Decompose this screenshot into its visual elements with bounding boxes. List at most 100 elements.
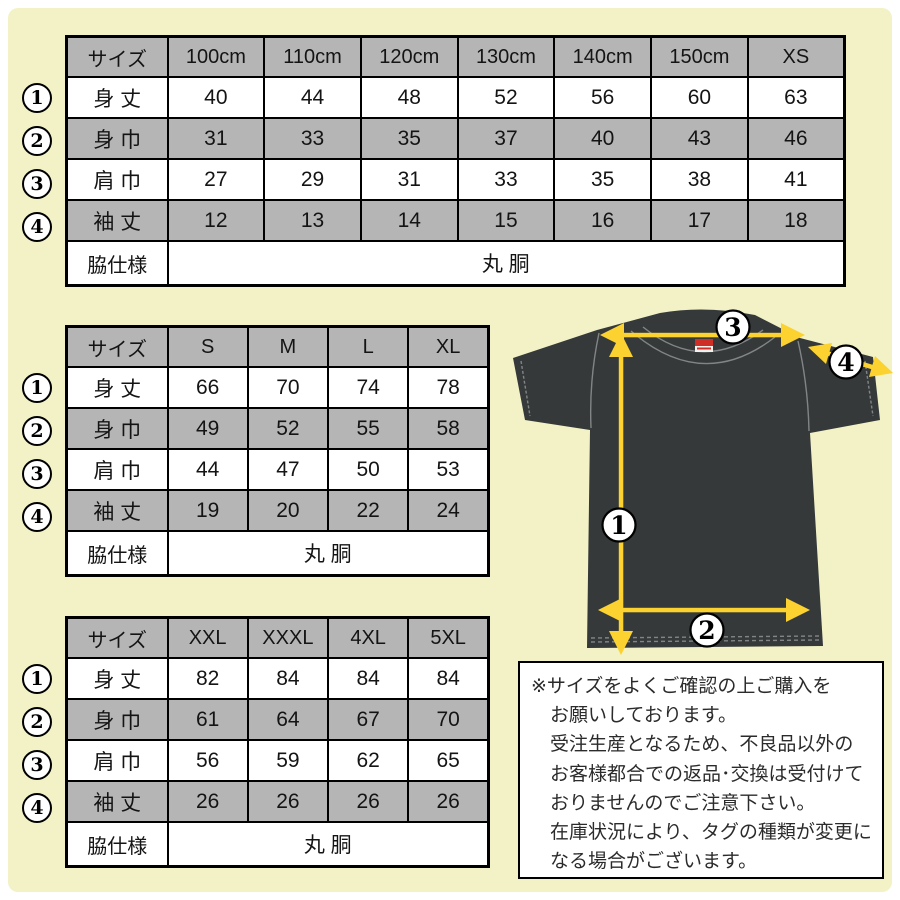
column-header: 120cm — [359, 35, 459, 78]
svg-text:2: 2 — [698, 616, 715, 645]
table-row: 身 巾 61 64 67 70 — [65, 698, 490, 741]
measurement-value: 56 — [166, 739, 249, 782]
measurement-value: 33 — [456, 158, 556, 201]
side-spec-value: 丸 胴 — [166, 240, 846, 287]
measurement-value: 44 — [166, 448, 249, 491]
measurement-value: 31 — [359, 158, 459, 201]
circled-number-3: 3 — [22, 169, 52, 199]
measurement-value: 29 — [263, 158, 362, 201]
measurement-value: 84 — [326, 657, 410, 700]
measurement-value: 44 — [263, 76, 362, 119]
table-row: 身 丈 82 84 84 84 — [65, 657, 490, 700]
measurement-value: 74 — [326, 366, 410, 409]
measurement-value: 55 — [326, 407, 410, 450]
notice-text-line: お客様都合での返品･交換は受付けて — [550, 763, 864, 785]
measurement-value: 12 — [166, 199, 266, 242]
measurement-value: 58 — [407, 407, 490, 450]
row-label: 脇仕様 — [65, 240, 169, 287]
row-label: 肩 巾 — [65, 739, 169, 782]
side-spec-value: 丸 胴 — [166, 530, 490, 577]
table-row: 身 巾 31 33 35 37 40 43 46 — [65, 117, 846, 160]
circled-number-2: 2 — [22, 126, 52, 156]
table-row: 袖 丈 26 26 26 26 — [65, 780, 490, 823]
circled-number-2: 2 — [22, 707, 52, 737]
measurement-value: 31 — [166, 117, 266, 160]
column-header: 5XL — [407, 616, 490, 659]
row-label: 身 丈 — [65, 366, 169, 409]
row-label: 身 巾 — [65, 407, 169, 450]
measurement-value: 56 — [553, 76, 653, 119]
body-width-arrow — [598, 598, 810, 622]
table-row: 身 丈 40 44 48 52 56 60 63 — [65, 76, 846, 119]
measurement-value: 52 — [246, 407, 330, 450]
measurement-value: 14 — [359, 199, 459, 242]
notice-text-line: お願いしております。 — [550, 705, 737, 727]
measure-point-1: 1 — [601, 507, 637, 543]
measurement-value: 50 — [326, 448, 410, 491]
row-label: 身 巾 — [65, 698, 169, 741]
notice-text-line: 在庫状況により、タグの種類が変更に — [550, 822, 872, 844]
table-row: 肩 巾 56 59 62 65 — [65, 739, 490, 782]
measurement-value: 41 — [746, 158, 846, 201]
size-table-kids: サイズ 100cm 110cm 120cm 130cm 140cm 150cm XS 身 丈 40… — [65, 35, 846, 287]
table-row: 袖 丈 19 20 22 24 — [65, 489, 490, 532]
measurement-value: 38 — [650, 158, 749, 201]
measurement-value: 52 — [456, 76, 556, 119]
column-header: XXL — [166, 616, 249, 659]
size-table-big: サイズ XXL XXXL 4XL 5XL 身 丈 82 84 84 84 身 巾 61 64 67 70 肩 … — [65, 616, 490, 868]
column-header: 140cm — [553, 35, 653, 78]
measurement-value: 13 — [263, 199, 362, 242]
footer-row: 脇仕様丸 胴 — [65, 530, 490, 577]
svg-text:3: 3 — [724, 313, 741, 342]
measurement-value: 33 — [263, 117, 362, 160]
measurement-value: 64 — [246, 698, 330, 741]
measurement-value: 26 — [326, 780, 410, 823]
footer-row: 脇仕様丸 胴 — [65, 240, 846, 287]
measurement-value: 35 — [553, 158, 653, 201]
column-header: 130cm — [456, 35, 556, 78]
circled-number-1: 1 — [22, 83, 52, 113]
purchase-notice-box: ※サイズをよくご確認の上ご購入をお願いしております。受注生産となるため、不良品以… — [518, 661, 884, 879]
corner-header: サイズ — [65, 616, 169, 659]
measurement-value: 19 — [166, 489, 249, 532]
column-header: 100cm — [166, 35, 266, 78]
measurement-value: 70 — [407, 698, 490, 741]
column-header: XXXL — [246, 616, 330, 659]
seam-lines — [520, 326, 874, 643]
circled-number-4: 4 — [22, 793, 52, 823]
brand-tag — [695, 339, 713, 352]
row-label: 身 巾 — [65, 117, 169, 160]
measurement-value: 26 — [166, 780, 249, 823]
column-header: XL — [407, 325, 490, 368]
notice-text-line: ※サイズをよくご確認の上ご購入を — [531, 676, 832, 697]
row-label: 脇仕様 — [65, 821, 169, 868]
circled-number-3: 3 — [22, 459, 52, 489]
measure-point-3: 3 — [715, 309, 751, 345]
measure-point-2: 2 — [689, 612, 725, 648]
measurement-value: 22 — [326, 489, 410, 532]
measurement-value: 26 — [246, 780, 330, 823]
row-label: 身 丈 — [65, 76, 169, 119]
notice-text-line: なる場合がございます。 — [550, 851, 758, 873]
corner-header: サイズ — [65, 325, 169, 368]
measurement-value: 62 — [326, 739, 410, 782]
notice-text-line: 受注生産となるため、不良品以外の — [550, 734, 854, 756]
row-label: 脇仕様 — [65, 530, 169, 577]
measurement-value: 16 — [553, 199, 653, 242]
measurement-value: 15 — [456, 199, 556, 242]
measurement-value: 65 — [407, 739, 490, 782]
table-row: 袖 丈 12 13 14 15 16 17 18 — [65, 199, 846, 242]
row-label: 肩 巾 — [65, 158, 169, 201]
measurement-value: 63 — [746, 76, 846, 119]
notice-text-line: おりませんのでご注意下さい。 — [550, 792, 816, 814]
side-spec-value: 丸 胴 — [166, 821, 490, 868]
table-row: 肩 巾 44 47 50 53 — [65, 448, 490, 491]
column-header: 4XL — [326, 616, 410, 659]
circled-number-4: 4 — [22, 212, 52, 242]
svg-text:4: 4 — [837, 348, 854, 377]
measurement-value: 18 — [746, 199, 846, 242]
measurement-value: 26 — [407, 780, 490, 823]
measurement-value: 17 — [650, 199, 749, 242]
column-header: M — [246, 325, 330, 368]
